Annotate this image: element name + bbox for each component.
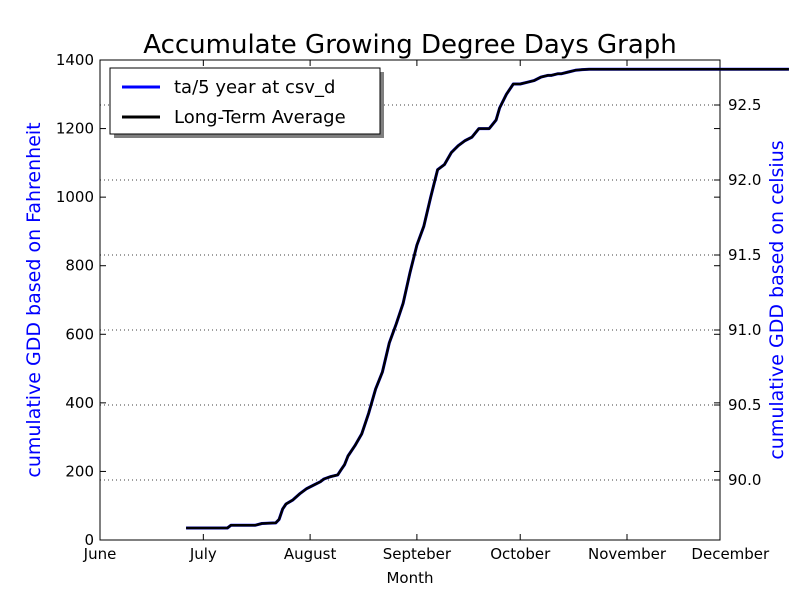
y-axis-right-ticks: 90.0 90.5 91.0 91.5 92.0 92.5 <box>714 96 761 489</box>
y-left-tick-label: 200 <box>65 462 94 480</box>
x-tick-label: June <box>83 545 117 563</box>
y-axis-left-ticks: 0 200 400 600 800 1000 1200 1400 <box>56 51 720 549</box>
y-left-tick-label: 600 <box>65 325 94 343</box>
y-right-tick-label: 91.5 <box>728 246 761 264</box>
x-tick-label: July <box>189 545 217 563</box>
y-right-tick-label: 92.0 <box>728 171 761 189</box>
legend-box <box>109 67 381 135</box>
x-axis-ticks: June July August Septeber October November Dec… <box>83 60 770 563</box>
chart-title: Accumulate Growing Degree Days Graph <box>143 30 677 60</box>
plot-area <box>99 59 721 541</box>
y-left-tick-label: 0 <box>84 531 94 549</box>
y-left-tick-label: 1000 <box>56 188 94 206</box>
legend-label-series-2: Long-Term Average <box>174 107 346 128</box>
y-left-tick-label: 1400 <box>56 51 94 69</box>
x-axis-label: Month <box>386 569 433 587</box>
legend: ta/5 year at csv_d Long-Term Average <box>109 67 384 138</box>
legend-label-series-1: ta/5 year at csv_d <box>174 77 335 98</box>
x-tick-label: November <box>588 545 667 563</box>
y-axis-left-label: cumulative GDD based on Fahrenheit <box>23 122 45 477</box>
y-left-tick-label: 800 <box>65 257 94 275</box>
x-tick-label: October <box>490 545 551 563</box>
y-right-tick-label: 90.0 <box>728 471 761 489</box>
gridlines <box>100 104 720 481</box>
y-left-tick-label: 1200 <box>56 120 94 138</box>
y-right-tick-label: 91.0 <box>728 321 761 339</box>
x-tick-label: December <box>691 545 770 563</box>
y-axis-right-label: cumulative GDD based on celsius <box>766 140 788 459</box>
series-group <box>186 67 789 530</box>
x-tick-label: Septeber <box>383 545 452 563</box>
x-tick-label: August <box>284 545 337 563</box>
y-left-tick-label: 400 <box>65 394 94 412</box>
y-right-tick-label: 90.5 <box>728 396 761 414</box>
series-line-2 <box>186 68 789 530</box>
y-right-tick-label: 92.5 <box>728 96 761 114</box>
